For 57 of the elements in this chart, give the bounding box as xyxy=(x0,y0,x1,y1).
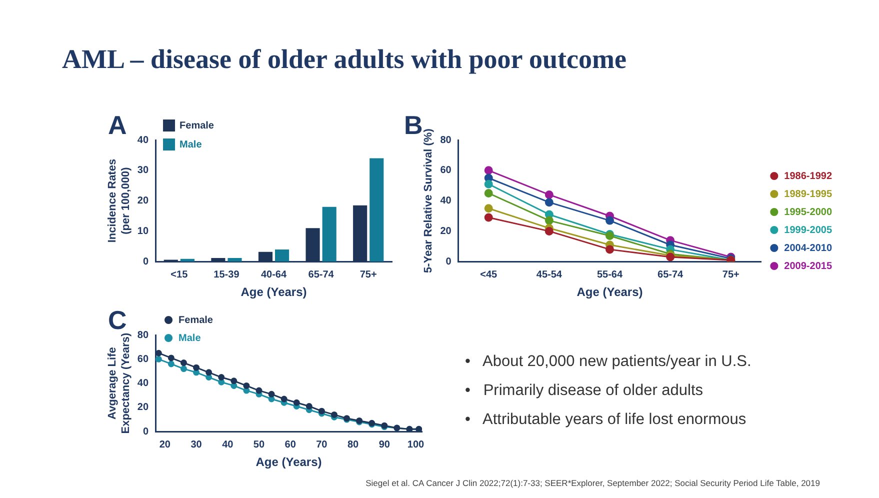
x-tick-label: 20 xyxy=(159,439,171,450)
y-tick-label: 20 xyxy=(440,226,452,237)
text: • Primarily disease of older adults xyxy=(465,381,704,401)
text: B xyxy=(404,110,423,141)
y-tick-label: 80 xyxy=(440,134,452,146)
x-tick-label: 40 xyxy=(222,439,234,450)
x-tick-label: 50 xyxy=(253,439,265,450)
x-tick-label: 90 xyxy=(378,439,390,450)
x-tick-label: 75+ xyxy=(722,269,740,280)
x-tick-label: 65-74 xyxy=(308,269,334,280)
x-tick-label: 30 xyxy=(190,439,202,450)
y-tick-label: 40 xyxy=(137,378,149,390)
text: • Attributable years of life lost enormous xyxy=(465,410,748,430)
x-tick-label: 60 xyxy=(284,439,296,450)
x-tick-label: <15 xyxy=(170,269,188,280)
y-tick-label: 0 xyxy=(142,256,149,268)
y-tick-label: 60 xyxy=(137,354,149,365)
x-axis-title: Age (Years) xyxy=(256,455,322,470)
x-tick-label: 100 xyxy=(407,439,425,450)
legend-label: 1986-1992 xyxy=(784,170,832,182)
text: Siegel et al. CA Cancer J Clin 2022;72(1):7-33; SEER*Explorer, September 2022; Social Security Period Life Table, 2019 xyxy=(366,478,820,488)
x-tick-label: 80 xyxy=(347,439,360,450)
y-axis-title: 5-Year Relative Survival (%) xyxy=(422,128,435,273)
y-axis-title: Incidence Rates (per 100,000) xyxy=(106,158,132,243)
y-tick-label: 20 xyxy=(137,402,149,414)
legend-label: Female xyxy=(178,314,214,326)
y-tick-label: 80 xyxy=(137,330,149,341)
x-tick-label: 70 xyxy=(316,439,328,450)
y-tick-label: 40 xyxy=(440,196,452,207)
legend-label: 2009-2015 xyxy=(784,260,832,272)
text: A xyxy=(108,110,127,141)
y-tick-label: 30 xyxy=(137,165,149,176)
chart-title: AML – disease of older adults with poor outcome xyxy=(62,44,627,75)
x-tick-label: 40-64 xyxy=(260,269,287,280)
y-tick-label: 10 xyxy=(137,226,149,237)
y-axis-title: Avgerage Life Expectancy (Years) xyxy=(106,332,132,434)
y-tick-label: 40 xyxy=(137,134,149,146)
y-tick-label: 60 xyxy=(440,165,452,176)
x-axis-title: Age (Years) xyxy=(240,285,307,300)
y-tick-label: 20 xyxy=(137,196,149,207)
y-tick-label: 0 xyxy=(142,426,149,438)
x-tick-label: <45 xyxy=(480,269,498,280)
text: • About 20,000 new patients/year in U.S. xyxy=(465,352,752,372)
legend-label: Male xyxy=(178,332,202,344)
legend-label: 2004-2010 xyxy=(784,242,832,254)
x-tick-label: 15-39 xyxy=(214,269,240,280)
legend-label: 1995-2000 xyxy=(784,206,832,218)
x-tick-label: 45-54 xyxy=(536,269,562,280)
legend-label: Male xyxy=(180,139,202,150)
y-tick-label: 0 xyxy=(446,256,452,268)
legend-label: Female xyxy=(180,120,214,132)
x-tick-label: 65-74 xyxy=(658,269,684,280)
x-tick-label: 75+ xyxy=(360,269,377,280)
legend-label: 1989-1995 xyxy=(784,188,832,200)
x-tick-label: 55-64 xyxy=(596,269,623,280)
x-axis-title: Age (Years) xyxy=(576,285,643,300)
legend-label: 1999-2005 xyxy=(784,224,832,236)
